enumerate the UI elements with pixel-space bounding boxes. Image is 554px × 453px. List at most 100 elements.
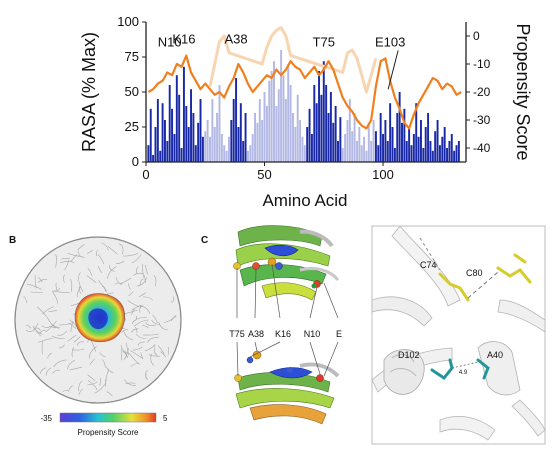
capsid-strand (107, 245, 118, 255)
bar (341, 148, 344, 162)
bar (270, 71, 273, 162)
bar (446, 148, 449, 162)
bar (284, 99, 287, 162)
capsid-strand (62, 390, 70, 392)
bar (455, 145, 458, 162)
capsid-strand (96, 249, 98, 257)
bar (386, 141, 389, 162)
annotation-label: K16 (172, 32, 195, 47)
structure-panel-d: 4.9 C74 C80 D102 A40 (371, 225, 546, 445)
capsid-strand (77, 244, 85, 251)
capsid-strand (122, 253, 139, 257)
bar (308, 108, 311, 162)
capsid-strand (33, 327, 41, 331)
capsid-strand (27, 284, 42, 290)
ribbon-bottom (234, 350, 340, 425)
capsid-strand (87, 250, 94, 254)
bar (393, 148, 396, 162)
capsid-strand (136, 266, 139, 275)
closeup-ribbons (371, 225, 546, 441)
capsid-strand (101, 359, 106, 368)
bar (265, 106, 268, 162)
capsid-strand (45, 367, 52, 376)
capsid-strand (77, 286, 81, 298)
x-tick-label: 100 (372, 167, 394, 182)
capsid-strand (153, 345, 158, 356)
capsid-strand (94, 382, 107, 394)
capsid-strand (87, 381, 98, 386)
capsid-strand (78, 285, 82, 294)
surface-patch (74, 293, 125, 343)
capsid-strand (33, 323, 39, 331)
capsid-strand (88, 346, 97, 359)
bar (431, 150, 434, 162)
bar (166, 141, 169, 162)
capsid-strand (121, 277, 132, 284)
x-axis-label: Amino Acid (262, 191, 347, 210)
capsid-strand (106, 391, 113, 397)
teal-sidechains (430, 358, 490, 381)
capsid-strand (128, 283, 131, 290)
capsid-strand (158, 321, 169, 331)
capsid-strand (102, 286, 106, 292)
capsid-strand (147, 337, 159, 343)
capsid-strand (160, 351, 166, 358)
panel-c-label: C (201, 235, 208, 246)
bar (358, 127, 361, 162)
propensity-faded-path (208, 26, 378, 94)
bar (154, 127, 157, 162)
capsid-strand (67, 252, 82, 257)
capsid-strand (35, 331, 41, 337)
capsid-strand (118, 243, 124, 255)
capsid-strand (51, 324, 60, 330)
bar (192, 113, 195, 162)
propensity-line (147, 54, 462, 130)
residue-label-c: A38 (248, 329, 264, 339)
capsid-strand (67, 359, 75, 370)
bar-series (147, 50, 460, 163)
capsid-strand (25, 329, 35, 332)
bar (448, 141, 451, 162)
bar (315, 103, 318, 162)
capsid-strand (125, 342, 130, 356)
bar (163, 120, 166, 162)
capsid-strand (143, 296, 154, 301)
bar (344, 134, 347, 162)
annotation-label: T75 (313, 34, 335, 49)
bar (187, 127, 190, 162)
capsid-strand (98, 280, 108, 293)
capsid-strand (42, 306, 55, 315)
distance-line (451, 361, 479, 369)
capsid-strand (58, 322, 73, 326)
capsid-strand (53, 290, 70, 293)
bar (216, 113, 219, 162)
bar (204, 131, 207, 162)
capsid-strand (86, 275, 97, 283)
bar (168, 85, 171, 162)
capsid-strand (45, 320, 57, 333)
bar (199, 99, 202, 162)
capsid-strand (139, 278, 144, 286)
bar (251, 134, 254, 162)
capsid-strand (78, 388, 83, 395)
capsid-strand (107, 266, 117, 279)
y-tick-label: 75 (125, 49, 139, 64)
bar (355, 141, 358, 162)
residue-label-c: K16 (275, 329, 291, 339)
capsid-strand (37, 337, 53, 343)
bar (325, 85, 328, 162)
bar (453, 150, 456, 162)
bar (218, 85, 221, 162)
bar (287, 64, 290, 162)
capsid-strand (63, 259, 70, 271)
bar (296, 94, 299, 162)
capsid-strand (105, 366, 114, 373)
bar (403, 108, 406, 162)
capsid-strand (123, 379, 137, 386)
capsid-strand (49, 326, 60, 328)
bar (377, 145, 380, 162)
bar (346, 120, 349, 162)
capsid-strand (70, 254, 78, 262)
bar (190, 89, 193, 162)
